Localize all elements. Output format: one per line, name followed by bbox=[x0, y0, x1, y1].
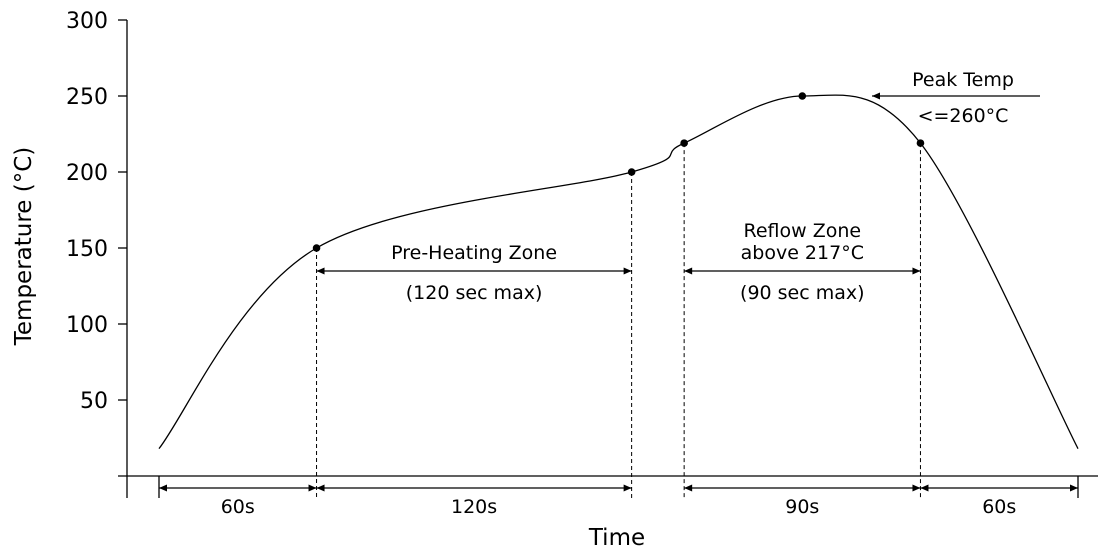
y-tick-label-300: 300 bbox=[66, 9, 108, 34]
x-axis-title: Time bbox=[588, 525, 645, 551]
y-ticks: 50 100 150 200 250 300 bbox=[66, 9, 127, 414]
y-tick-label-200: 200 bbox=[66, 161, 108, 186]
duration-label-1: 120s bbox=[451, 496, 497, 518]
y-tick-label-100: 100 bbox=[66, 313, 108, 338]
duration-arrow-0-head-right bbox=[308, 484, 317, 492]
peak-label-1: <=260°C bbox=[918, 105, 1009, 127]
y-tick-label-150: 150 bbox=[66, 237, 108, 262]
guide-lines bbox=[158, 143, 1079, 498]
zone-annotations: Pre-Heating Zone (120 sec max) Reflow Zone… bbox=[316, 220, 921, 304]
zone-arrow-0-head-right bbox=[623, 267, 632, 275]
marker-point-2 bbox=[680, 139, 688, 147]
duration-label-3: 60s bbox=[982, 496, 1016, 518]
peak-arrow-head bbox=[872, 92, 880, 100]
zone-label-1-2: (90 sec max) bbox=[740, 282, 865, 304]
duration-label-2: 90s bbox=[785, 496, 819, 518]
zone-label-1-1: above 217°C bbox=[741, 242, 864, 264]
duration-arrow-3-head-left bbox=[920, 484, 929, 492]
y-tick-label-50: 50 bbox=[80, 389, 108, 414]
duration-arrow-1-head-right bbox=[623, 484, 632, 492]
marker-point-4 bbox=[916, 139, 925, 147]
duration-label-0: 60s bbox=[221, 496, 255, 518]
zone-label-0-0: Pre-Heating Zone bbox=[391, 242, 557, 264]
marker-point-3 bbox=[798, 92, 807, 100]
y-tick-label-250: 250 bbox=[66, 85, 108, 110]
key-point-markers bbox=[312, 92, 925, 252]
duration-arrow-2-head-right bbox=[912, 484, 921, 492]
zone-label-0-1: (120 sec max) bbox=[406, 282, 543, 304]
peak-label-0: Peak Temp bbox=[912, 69, 1014, 91]
duration-arrow-1-head-left bbox=[316, 484, 325, 492]
axes bbox=[118, 20, 1098, 498]
marker-point-1 bbox=[627, 168, 636, 176]
zone-arrow-1-head-left bbox=[684, 267, 693, 275]
marker-point-0 bbox=[312, 244, 321, 252]
y-axis-title: Temperature (°C) bbox=[11, 147, 37, 347]
zone-arrow-1-head-right bbox=[912, 267, 921, 275]
zone-arrow-0-head-left bbox=[316, 267, 325, 275]
temperature-curve bbox=[158, 94, 1079, 450]
duration-arrow-0-head-left bbox=[159, 484, 167, 492]
zone-label-1-0: Reflow Zone bbox=[744, 220, 862, 242]
duration-annotations: 60s 120s 90s 60s bbox=[159, 484, 1078, 518]
peak-annotation: Peak Temp <=260°C bbox=[872, 69, 1040, 127]
duration-arrow-3-head-right bbox=[1070, 484, 1078, 492]
duration-arrow-2-head-left bbox=[684, 484, 693, 492]
